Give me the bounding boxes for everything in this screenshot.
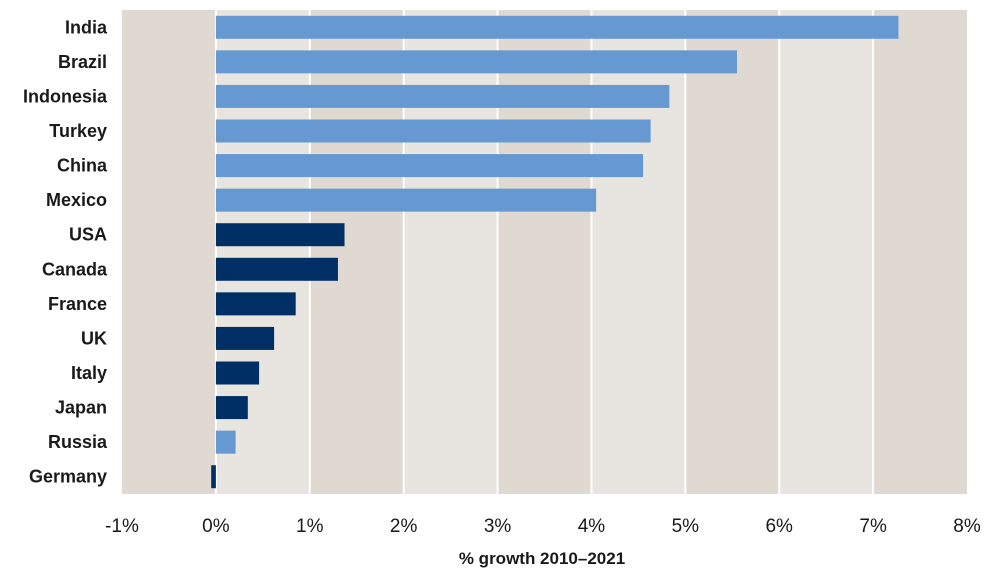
background-band — [122, 10, 216, 494]
bars — [211, 15, 899, 489]
bar-uk — [215, 326, 275, 350]
category-label: China — [57, 156, 108, 176]
x-tick-label: 8% — [953, 516, 981, 537]
bar-usa — [215, 223, 345, 247]
bar-germany — [211, 465, 216, 489]
x-tick-label: 7% — [859, 516, 887, 537]
x-tick-label: 6% — [765, 516, 793, 537]
bar-turkey — [215, 119, 651, 143]
bar-france — [215, 292, 296, 316]
x-tick-label: 2% — [390, 516, 418, 537]
x-tick-label: -1% — [105, 516, 139, 537]
background-band — [309, 10, 404, 494]
x-tick-label: 5% — [672, 516, 700, 537]
x-axis-title: % growth 2010–2021 — [459, 549, 625, 568]
bar-brazil — [215, 50, 737, 74]
background-bands — [122, 10, 967, 494]
bar-russia — [215, 430, 236, 454]
category-label: Germany — [29, 467, 107, 487]
x-tick-labels: -1% 0% 1% 2% 3% 4% 5% 6% 7% 8% — [105, 516, 981, 537]
bar-mexico — [215, 188, 597, 212]
category-label: France — [48, 294, 107, 314]
x-tick-label: 1% — [296, 516, 324, 537]
category-label: Mexico — [46, 190, 107, 210]
category-label: Italy — [71, 363, 107, 383]
x-tick-label: 3% — [484, 516, 512, 537]
bar-indonesia — [215, 84, 670, 108]
bar-india — [215, 15, 899, 39]
x-tick-label: 4% — [578, 516, 606, 537]
background-band — [779, 10, 874, 494]
category-label: USA — [69, 225, 107, 245]
category-label: Japan — [55, 398, 107, 418]
category-label: Russia — [48, 432, 108, 452]
category-label: Indonesia — [23, 86, 108, 106]
category-label: UK — [81, 328, 107, 348]
category-label: India — [65, 17, 108, 37]
x-tick-label: 0% — [202, 516, 230, 537]
category-label: Canada — [42, 259, 108, 279]
background-band — [873, 10, 967, 494]
background-band — [215, 10, 310, 494]
background-band — [591, 10, 686, 494]
bar-china — [215, 154, 644, 178]
background-band — [403, 10, 498, 494]
bar-japan — [215, 396, 248, 420]
category-labels: India Brazil Indonesia Turkey China Mexico USA… — [23, 17, 108, 486]
category-label: Brazil — [58, 52, 107, 72]
bar-italy — [215, 361, 260, 385]
category-label: Turkey — [49, 121, 107, 141]
background-band — [497, 10, 592, 494]
background-band — [685, 10, 780, 494]
bar-canada — [215, 257, 338, 281]
